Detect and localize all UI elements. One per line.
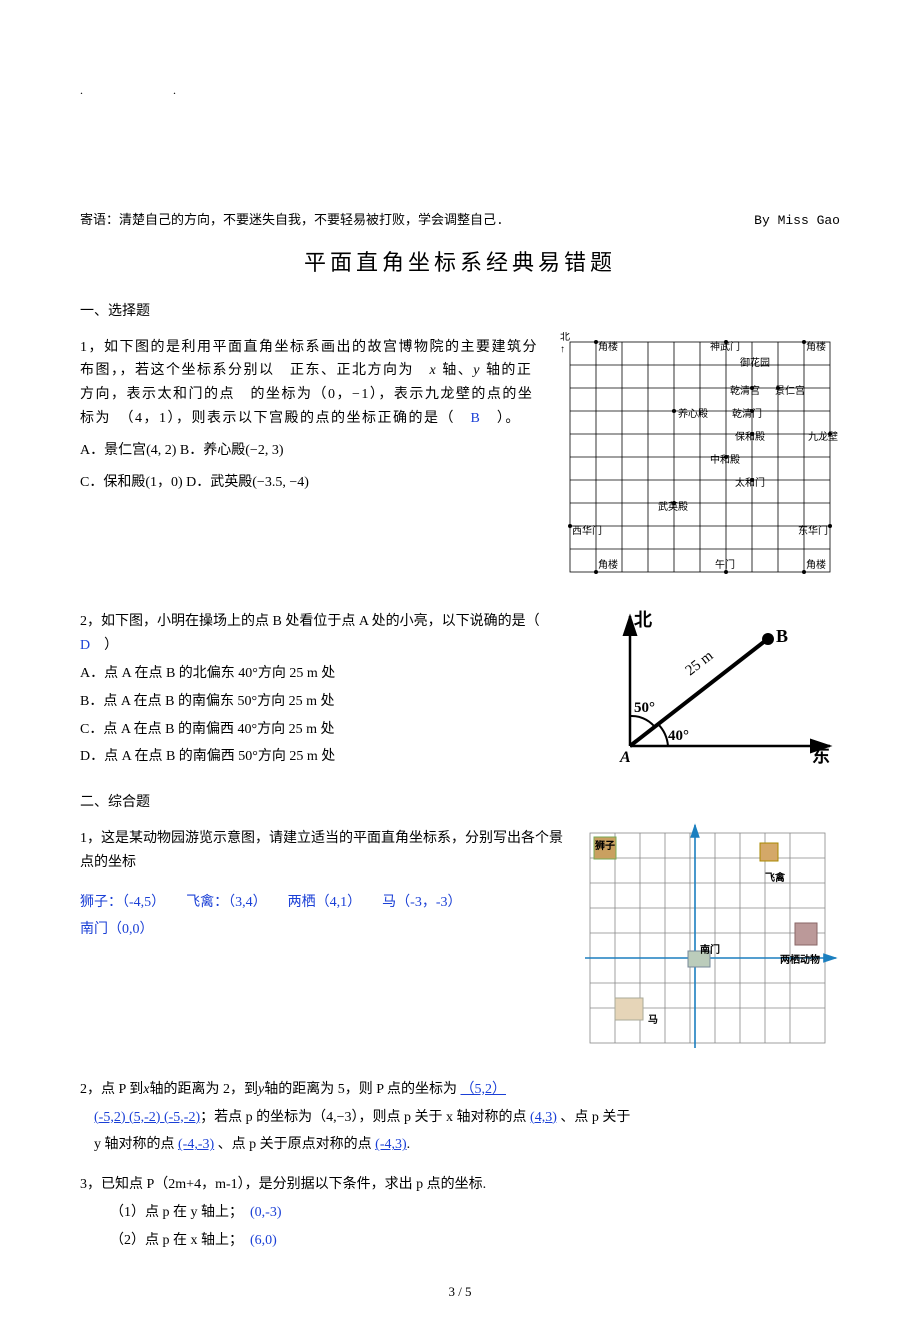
zh1-figure: 狮子 飞禽 南门 两栖动物 马: [580, 823, 840, 1062]
zh2-a: 2，点 P 到: [80, 1082, 143, 1097]
svg-text:北: 北: [634, 610, 652, 630]
zh3-a1: (0,-3): [250, 1205, 282, 1220]
section-2-head: 二、综合题: [80, 791, 840, 815]
svg-text:神武门: 神武门: [710, 340, 740, 353]
svg-text:马: 马: [648, 1014, 658, 1026]
q2-optD: D．点 A 在点 B 的南偏西 50°方向 25 m 处: [80, 745, 576, 769]
svg-text:飞禽: 飞禽: [765, 871, 786, 884]
svg-text:保和殿: 保和殿: [735, 430, 765, 443]
zh2-line3c: .: [407, 1137, 411, 1152]
svg-text:养心殿: 养心殿: [678, 407, 708, 420]
zh2-c: 轴的距离为 5，则 P 点的坐标为: [264, 1082, 460, 1097]
svg-text:太和门: 太和门: [735, 476, 765, 489]
svg-text:两栖动物: 两栖动物: [780, 953, 820, 966]
zh2-ans3: (-4,-3): [178, 1137, 214, 1152]
svg-text:中和殿: 中和殿: [710, 453, 740, 466]
motto-line: 寄语：清楚自己的方向，不要迷失自我，不要轻易被打败，学会调整自己. By Mis…: [80, 210, 840, 232]
q1-answer: B: [471, 411, 482, 426]
q1-y: y: [473, 363, 481, 378]
svg-text:B: B: [776, 626, 788, 646]
zh3-s1: （1）点 p 在 y 轴上；: [110, 1205, 236, 1220]
zh2-line3a: y 轴对称的点: [94, 1137, 175, 1152]
question-2: 2，如下图，小明在操场上的点 B 处看位于点 A 处的小亮，以下说确的是（ D …: [80, 606, 840, 775]
zh2-ans1: （5,2）: [461, 1082, 507, 1097]
zh-question-2: 2，点 P 到x轴的距离为 2，到y轴的距离为 5，则 P 点的坐标为 （5,2…: [80, 1078, 840, 1157]
zh1-ans1: 狮子：（-4,5） 飞禽：（3,4） 两栖（4,1） 马（-3，-3）: [80, 891, 566, 915]
zh2-b: 轴的距离为 2，到: [150, 1082, 259, 1097]
q1-stem-c: ）。: [481, 411, 521, 426]
zh2-ans2: (4,3): [530, 1110, 557, 1125]
zh2-ans-more: (-5,2) (5,-2) (-5,-2): [94, 1110, 200, 1125]
q2-optC: C．点 A 在点 B 的南偏西 40°方向 25 m 处: [80, 718, 576, 742]
svg-text:角楼: 角楼: [598, 340, 618, 353]
zh3-a2: (6,0): [250, 1233, 277, 1248]
q1-figure: 北 ↑ 角楼 神武门 角楼 御花园 乾清宫 景仁宫 养心殿 乾清门 保和殿 九龙…: [560, 332, 840, 591]
svg-text:午门: 午门: [715, 558, 735, 571]
svg-text:40°: 40°: [668, 728, 689, 744]
svg-text:角楼: 角楼: [806, 558, 826, 571]
zh-question-1: 1，这是某动物园游览示意图，请建立适当的平面直角坐标系，分别写出各个景点的坐标 …: [80, 823, 840, 1062]
q2-optA: A．点 A 在点 B 的北偏东 40°方向 25 m 处: [80, 662, 576, 686]
svg-text:御花园: 御花园: [740, 356, 770, 369]
zh3-s2: （2）点 p 在 x 轴上；: [110, 1233, 236, 1248]
svg-text:50°: 50°: [634, 700, 655, 716]
q2-stem2: ）: [90, 638, 118, 653]
q1-opt-ab: A．景仁宫(4, 2) B．养心殿(−2, 3): [80, 439, 546, 463]
svg-text:角楼: 角楼: [806, 340, 826, 353]
svg-text:武英殿: 武英殿: [658, 500, 688, 513]
q2-optB: B．点 A 在点 B 的南偏东 50°方向 25 m 处: [80, 690, 576, 714]
svg-text:25 m: 25 m: [683, 648, 717, 680]
header-dots: ..: [80, 80, 840, 100]
svg-text:北: 北: [560, 332, 570, 343]
q2-stem: 2，如下图，小明在操场上的点 B 处看位于点 A 处的小亮，以下说确的是（: [80, 614, 554, 629]
svg-text:A: A: [619, 749, 631, 766]
svg-text:东华门: 东华门: [798, 524, 828, 537]
q1-axis-mid: 轴、: [437, 363, 473, 378]
motto-text: 寄语：清楚自己的方向，不要迷失自我，不要轻易被打败，学会调整自己.: [80, 210, 504, 232]
page-footer: 3 / 5: [80, 1281, 840, 1303]
page-title: 平面直角坐标系经典易错题: [80, 244, 840, 281]
svg-text:乾清宫: 乾清宫: [730, 384, 760, 397]
q2-figure: 北 东 A B 25 m 50° 40°: [590, 606, 840, 775]
svg-text:景仁宫: 景仁宫: [775, 384, 805, 397]
zh2-ans4: (-4,3): [375, 1137, 407, 1152]
svg-text:东: 东: [812, 745, 830, 766]
question-1: 1，如下图的是利用平面直角坐标系画出的故宫博物院的主要建筑分布图，，若这个坐标系…: [80, 332, 840, 591]
svg-text:↑: ↑: [560, 344, 565, 355]
section-1-head: 一、选择题: [80, 300, 840, 324]
svg-text:角楼: 角楼: [598, 558, 618, 571]
q2-answer: D: [80, 638, 90, 653]
zh3-stem: 3，已知点 P（2m+4，m-1），是分别据以下条件，求出 p 点的坐标.: [80, 1173, 840, 1197]
zh2-line2b: ；若点 p 的坐标为（4,−3），则点 p 关于 x 轴对称的点: [200, 1110, 526, 1125]
svg-text:乾清门: 乾清门: [732, 407, 762, 420]
svg-text:狮子: 狮子: [594, 839, 615, 852]
svg-text:西华门: 西华门: [572, 524, 602, 537]
zh-question-3: 3，已知点 P（2m+4，m-1），是分别据以下条件，求出 p 点的坐标. （1…: [80, 1173, 840, 1252]
zh1-ans2: 南门（0,0）: [80, 918, 566, 942]
svg-text:九龙壁: 九龙壁: [808, 430, 838, 443]
q1-opt-cd: C．保和殿(1，0) D．武英殿(−3.5, −4): [80, 471, 546, 495]
byline: By Miss Gao: [754, 210, 840, 232]
zh1-stem: 1，这是某动物园游览示意图，请建立适当的平面直角坐标系，分别写出各个景点的坐标: [80, 827, 566, 875]
zh2-line3b: 、点 p 关于原点对称的点: [218, 1137, 372, 1152]
zh2-line2c: 、点 p 关于: [560, 1110, 630, 1125]
svg-text:南门: 南门: [700, 943, 720, 956]
